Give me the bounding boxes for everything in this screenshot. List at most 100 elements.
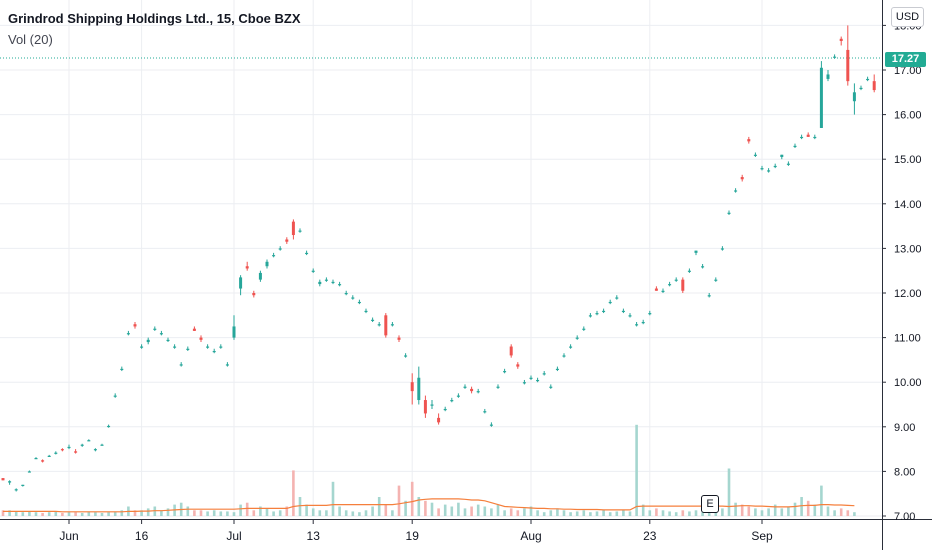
candle-body: [265, 261, 269, 267]
volume-bar: [787, 506, 790, 516]
volume-bar: [536, 510, 539, 516]
candle-body: [126, 333, 130, 335]
volume-bar: [549, 510, 553, 516]
volume-bar: [747, 506, 751, 516]
candle-body: [496, 386, 500, 388]
candle-body: [569, 346, 573, 348]
volume-bar: [8, 510, 11, 516]
candle-body: [331, 281, 335, 284]
candle-body: [819, 67, 823, 128]
volume-bar: [120, 510, 124, 516]
candle-body: [21, 484, 25, 486]
volume-bar: [569, 512, 572, 516]
candle-body: [219, 346, 223, 348]
candle-body: [14, 489, 18, 491]
volume-bar: [212, 510, 216, 516]
y-tick-label: 12.00: [894, 288, 922, 300]
candle-body: [859, 87, 863, 90]
volume-bar: [688, 511, 691, 516]
candle-body: [443, 408, 447, 411]
x-tick-label: 16: [135, 529, 149, 543]
currency-button[interactable]: USD: [891, 7, 924, 27]
volume-bar: [351, 511, 355, 516]
candle-body: [687, 270, 691, 272]
volume-bar: [846, 510, 850, 516]
volume-indicator-label[interactable]: Vol (20): [8, 32, 53, 47]
candle-body: [522, 382, 526, 384]
volume-bar: [496, 504, 500, 516]
volume-bar: [694, 510, 698, 516]
candles: [1, 25, 876, 492]
volume-bar: [80, 512, 84, 516]
candle-body: [344, 293, 348, 295]
volume-bar: [358, 512, 361, 516]
price-axis-panel: [882, 0, 932, 550]
volume-bar: [483, 506, 487, 516]
volume-bar: [714, 510, 718, 516]
earnings-marker[interactable]: E: [701, 495, 719, 513]
candle-body: [641, 321, 645, 324]
volume-bar: [523, 508, 526, 516]
volume-bar: [417, 497, 421, 516]
candle-body: [668, 284, 672, 286]
volume-bar: [635, 424, 638, 516]
candle-body: [509, 346, 513, 356]
candle-body: [417, 377, 421, 401]
volume-bar: [232, 512, 236, 516]
candle-body: [371, 319, 375, 321]
volume-bar: [305, 504, 308, 516]
volume-bar: [562, 510, 566, 516]
candle-body: [793, 145, 797, 148]
volume-bar: [28, 511, 31, 516]
volume-bar: [61, 512, 64, 516]
candle-body: [140, 346, 144, 348]
candle-body: [707, 295, 711, 297]
volume-bar: [839, 508, 843, 516]
candle-body: [338, 284, 342, 286]
volume-bar: [655, 508, 658, 516]
candle-body: [602, 310, 606, 313]
candle-body: [318, 281, 322, 285]
volume-bar: [424, 500, 427, 516]
candle-body: [470, 388, 474, 392]
volume-bar: [206, 511, 209, 516]
volume-ma-line: [3, 498, 855, 513]
volume-bar: [371, 506, 374, 516]
volume-bar: [503, 510, 506, 516]
candle-body: [41, 460, 45, 462]
volume-bar: [338, 506, 341, 516]
candle-body: [173, 346, 177, 348]
candle-body: [852, 92, 856, 102]
x-axis-ticks: Jun 16 Jul 13 19 Aug 23 Sep: [59, 519, 773, 543]
volume-bar: [140, 510, 143, 516]
volume-bar: [582, 510, 586, 516]
volume-bar: [74, 512, 77, 516]
y-tick-label: 11.00: [894, 333, 921, 345]
volume-bar: [760, 510, 764, 516]
candle-body: [674, 279, 678, 281]
candle-body: [734, 190, 738, 192]
volume-bar: [252, 510, 256, 516]
symbol-title[interactable]: Grindrod Shipping Holdings Ltd., 15, Cbo…: [8, 11, 301, 26]
candle-body: [549, 386, 553, 388]
volume-bar: [410, 481, 414, 516]
volume-bar: [259, 506, 262, 516]
last-price-badge: 17.27: [885, 52, 926, 67]
volume-bar: [450, 506, 454, 516]
x-tick-label: Jul: [226, 529, 241, 543]
candle-body: [351, 297, 355, 299]
volume-bar: [199, 510, 203, 516]
volume-bar: [100, 512, 104, 516]
volume-ma-line: [3, 498, 855, 513]
volume-bar: [668, 511, 671, 516]
volume-bar: [602, 510, 605, 516]
volume-bar: [707, 511, 711, 516]
candle-body: [694, 250, 698, 253]
volume-bar: [575, 511, 579, 516]
volume-bar: [344, 510, 348, 516]
candle-body: [720, 248, 724, 250]
volume-bar: [470, 506, 473, 516]
